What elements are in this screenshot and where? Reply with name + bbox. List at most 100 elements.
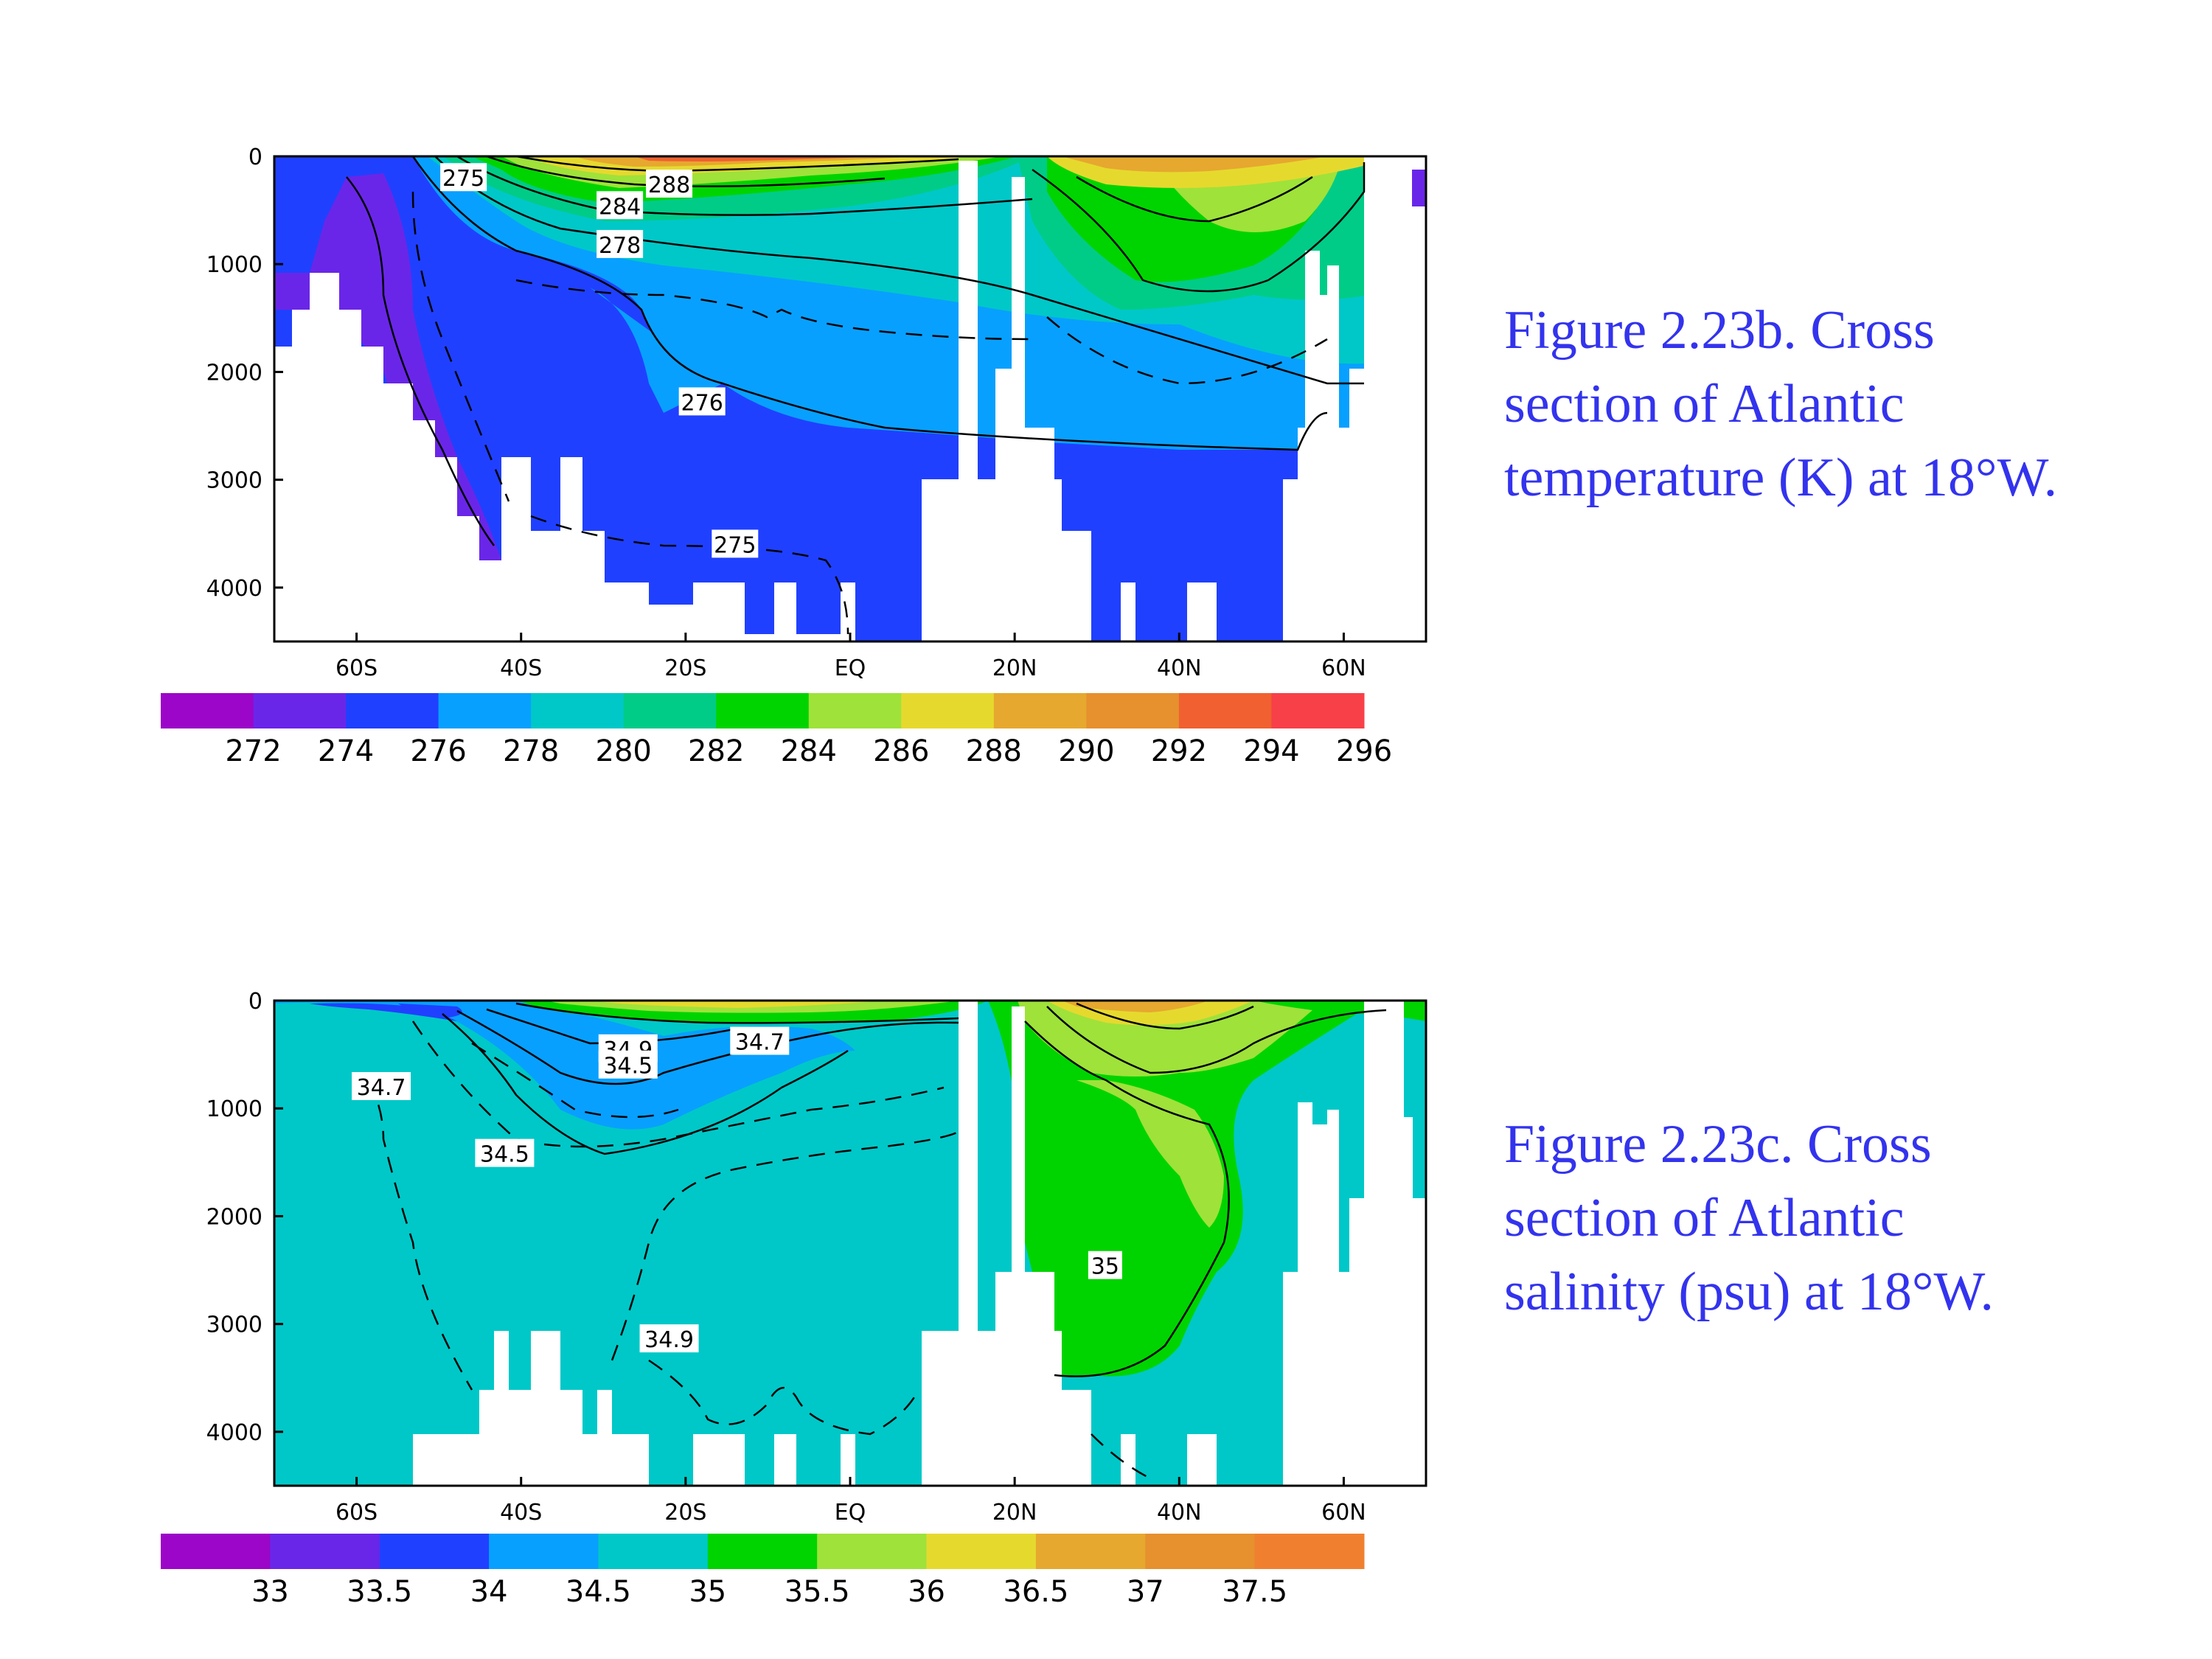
colorbar-label: 274 — [318, 734, 374, 768]
caption-line: Figure 2.23b. Cross — [1504, 300, 1935, 361]
contour-label: 34.5 — [603, 1054, 653, 1079]
colorbar-label: 37 — [1127, 1575, 1164, 1609]
x-tick-label: 60S — [335, 1500, 378, 1526]
colorbar: 33 33.5 34 34.5 35 35.5 36 36.5 37 37.5 — [161, 1534, 1365, 1609]
contour-label-box — [730, 1026, 790, 1055]
contour-label-box — [440, 163, 487, 192]
colorbar-swatch — [707, 1534, 818, 1569]
x-tick-label: EQ — [835, 1500, 866, 1526]
colorbar-label: 296 — [1336, 734, 1392, 768]
colorbar-label: 282 — [688, 734, 744, 768]
temperature-field — [274, 156, 1426, 641]
colorbar-swatch — [926, 1534, 1037, 1569]
y-tick-label: 2000 — [206, 360, 262, 386]
caption-line: section of Atlantic — [1504, 1188, 1905, 1248]
x-tick-label: 40N — [1157, 1500, 1202, 1526]
salinity-cross-section-chart: 60S 40S 20S EQ 20N 40N 60N 0 1000 2000 3000 4000 34… — [161, 989, 1427, 1609]
colorbar-label: 280 — [596, 734, 652, 768]
colorbar-swatch — [993, 693, 1087, 728]
colorbar-label: 35 — [689, 1575, 726, 1609]
colorbar-swatch — [531, 693, 625, 728]
colorbar-swatch — [808, 693, 902, 728]
y-tick-label: 1000 — [206, 1096, 262, 1122]
y-tick-label: 4000 — [206, 1420, 262, 1446]
contour-label: 288 — [648, 173, 690, 198]
colorbar-label: 34 — [470, 1575, 508, 1609]
x-tick-label: 60S — [335, 655, 378, 681]
colorbar-label: 272 — [225, 734, 281, 768]
contour-label: 275 — [714, 532, 756, 558]
colorbar-swatch — [598, 1534, 709, 1569]
colorbar-label: 37.5 — [1222, 1575, 1287, 1609]
figure-caption-temperature: Figure 2.23b. Cross section of Atlantic … — [1504, 293, 2168, 515]
x-tick-label: 40S — [500, 655, 542, 681]
colorbar-swatch — [161, 693, 254, 728]
contour-label: 278 — [599, 233, 641, 259]
contour-labels: 288 284 278 276 275 275 — [440, 163, 759, 558]
contour-label: 35 — [1091, 1254, 1119, 1280]
colorbar-label: 34.5 — [566, 1575, 631, 1609]
colorbar-swatch — [1086, 693, 1180, 728]
caption-line: salinity (psu) at 18°W. — [1504, 1262, 1994, 1322]
colorbar-swatch — [489, 1534, 599, 1569]
colorbar-label: 288 — [966, 734, 1022, 768]
y-tick-label: 0 — [248, 989, 262, 1015]
y-tick-label: 0 — [248, 145, 262, 170]
colorbar-label: 284 — [781, 734, 837, 768]
y-tick-label: 3000 — [206, 468, 262, 494]
contour-label: 34.7 — [357, 1075, 406, 1101]
temperature-cross-section-chart: 60S 40S 20S EQ 20N 40N 60N 0 1000 2000 3000 4000 28… — [161, 145, 1427, 768]
caption-line: section of Atlantic — [1504, 374, 1905, 434]
colorbar-label: 33 — [251, 1575, 289, 1609]
colorbar-swatch — [716, 693, 810, 728]
caption-line: Figure 2.23c. Cross — [1504, 1114, 1932, 1175]
colorbar-label: 36.5 — [1003, 1575, 1068, 1609]
x-tick-label: 20N — [992, 1500, 1037, 1526]
colorbar-swatch — [253, 693, 347, 728]
colorbar-swatch — [623, 693, 717, 728]
colorbar: 272 274 276 278 280 282 284 286 288 290 292 294 296 — [161, 693, 1392, 768]
contour-label-box — [678, 387, 726, 416]
colorbar-label: 292 — [1151, 734, 1207, 768]
contour-label-box — [475, 1138, 535, 1167]
salinity-field — [274, 1001, 1426, 1486]
contour-label-box — [598, 1050, 658, 1079]
y-tick-label: 2000 — [206, 1204, 262, 1230]
colorbar-label: 290 — [1058, 734, 1114, 768]
contour-label: 34.7 — [735, 1030, 785, 1056]
y-tick-label: 1000 — [206, 252, 262, 278]
axes: 60S 40S 20S EQ 20N 40N 60N 0 1000 2000 3000 4000 — [206, 989, 1366, 1526]
contour-label-box — [646, 170, 693, 198]
x-tick-label: 60N — [1321, 655, 1366, 681]
colorbar-swatch — [1145, 1534, 1256, 1569]
x-tick-label: 20S — [664, 655, 706, 681]
colorbar-swatch — [1271, 693, 1365, 728]
x-tick-label: 60N — [1321, 1500, 1366, 1526]
x-tick-label: 20N — [992, 655, 1037, 681]
colorbar-swatch — [346, 693, 439, 728]
contour-label-box — [352, 1071, 411, 1100]
colorbar-label: 35.5 — [785, 1575, 850, 1609]
colorbar-label: 278 — [503, 734, 559, 768]
contour-label-box — [1088, 1251, 1122, 1279]
colorbar-swatch — [817, 1534, 928, 1569]
colorbar-label: 276 — [410, 734, 466, 768]
colorbar-swatch — [270, 1534, 380, 1569]
contour-label-box — [712, 529, 759, 558]
contour-label: 276 — [681, 390, 723, 416]
colorbar-label: 33.5 — [347, 1575, 412, 1609]
colorbar-swatch — [379, 1534, 490, 1569]
y-tick-label: 3000 — [206, 1312, 262, 1338]
y-tick-label: 4000 — [206, 576, 262, 602]
x-tick-label: 40N — [1157, 655, 1202, 681]
x-tick-label: 40S — [500, 1500, 542, 1526]
contour-label: 275 — [442, 166, 484, 192]
colorbar-swatch — [161, 1534, 271, 1569]
colorbar-label: 36 — [908, 1575, 945, 1609]
colorbar-swatch — [1178, 693, 1272, 728]
x-tick-label: EQ — [835, 655, 866, 681]
colorbar-swatch — [901, 693, 995, 728]
contour-label: 284 — [599, 194, 641, 220]
colorbar-swatch — [438, 693, 532, 728]
